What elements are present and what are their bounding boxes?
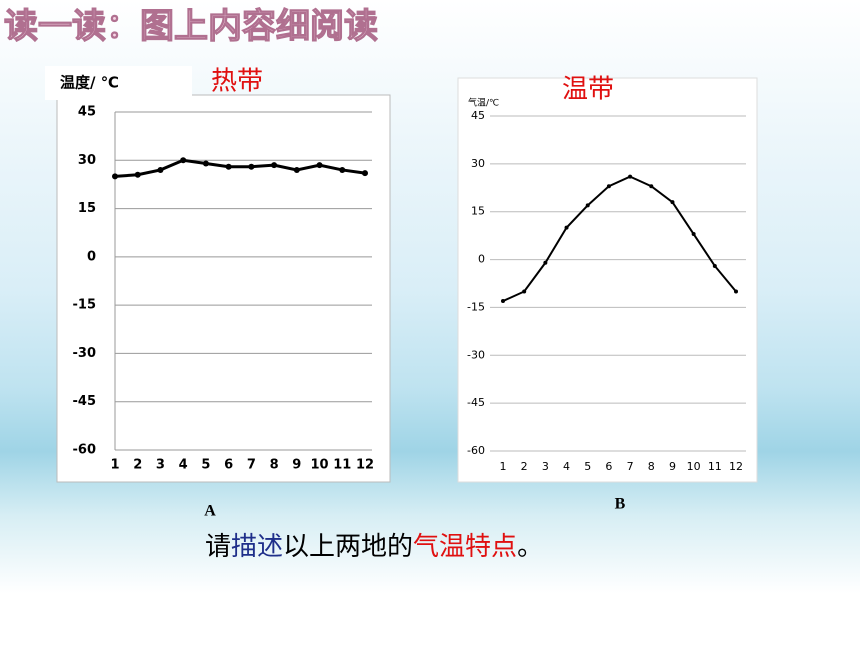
y-tick-label: -15 xyxy=(73,298,97,313)
question-segment: 请 xyxy=(205,532,231,562)
data-point xyxy=(606,184,611,189)
data-point xyxy=(670,200,675,205)
y-tick-label: -30 xyxy=(467,348,485,361)
data-point xyxy=(293,166,300,173)
data-point xyxy=(585,203,590,208)
question-text: 请描述以上两地的气温特点。 xyxy=(205,532,543,562)
question: 请描述以上两地的气温特点。 xyxy=(205,532,543,562)
x-tick-label: 6 xyxy=(224,458,233,473)
question-segment: 以上两地的 xyxy=(283,532,413,562)
chart-frame xyxy=(457,77,758,483)
x-tick-label: 12 xyxy=(729,460,743,473)
chart-label: B xyxy=(615,496,626,513)
data-point xyxy=(543,260,548,265)
y-tick-label: -60 xyxy=(467,444,485,457)
x-tick-label: 1 xyxy=(110,458,119,473)
x-tick-label: 11 xyxy=(708,460,722,473)
y-axis-label: 气温/℃ xyxy=(468,97,499,109)
data-point xyxy=(501,299,505,304)
data-point xyxy=(734,289,738,294)
data-point xyxy=(339,166,346,173)
x-tick-label: 10 xyxy=(310,458,328,473)
chart-title: 温带 xyxy=(562,75,614,105)
x-tick-label: 10 xyxy=(687,460,701,473)
x-tick-label: 1 xyxy=(500,460,507,473)
x-tick-label: 5 xyxy=(584,460,591,473)
slide-title: 读一读：图上内容细阅读 xyxy=(4,7,378,47)
y-tick-label: 15 xyxy=(471,205,485,218)
data-point xyxy=(225,163,232,170)
x-tick-label: 5 xyxy=(201,458,210,473)
y-tick-label: 45 xyxy=(471,109,485,122)
data-line xyxy=(502,175,737,302)
x-tick-label: 3 xyxy=(156,458,165,473)
y-tick-label: -45 xyxy=(467,396,485,409)
data-point xyxy=(271,162,278,169)
data-point xyxy=(316,162,323,169)
data-point xyxy=(134,171,141,178)
x-tick-label: 11 xyxy=(333,458,351,473)
y-axis-label: 温度/ ℃ xyxy=(60,74,119,92)
data-point xyxy=(202,160,209,167)
data-point xyxy=(248,163,255,170)
y-tick-label: 15 xyxy=(78,201,96,216)
x-tick-label: 2 xyxy=(521,460,528,473)
question-segment: 气温特点 xyxy=(413,532,517,562)
data-point xyxy=(180,157,187,164)
chart-label: A xyxy=(204,503,216,520)
data-point xyxy=(157,166,164,173)
y-tick-label: -15 xyxy=(467,300,485,313)
x-tick-label: 8 xyxy=(648,460,655,473)
x-tick-label: 12 xyxy=(356,458,374,473)
data-point xyxy=(522,289,527,294)
data-point xyxy=(362,170,368,177)
x-tick-label: 7 xyxy=(247,458,256,473)
y-tick-label: 30 xyxy=(78,153,96,168)
y-tick-label: 30 xyxy=(471,157,485,170)
x-tick-label: 3 xyxy=(542,460,549,473)
chart-frame xyxy=(56,94,391,483)
x-tick-label: 4 xyxy=(179,458,188,473)
y-tick-label: 0 xyxy=(87,249,96,264)
data-point xyxy=(712,263,717,268)
x-tick-label: 4 xyxy=(563,460,570,473)
y-tick-label: 45 xyxy=(78,105,96,120)
x-tick-label: 9 xyxy=(669,460,676,473)
x-tick-label: 9 xyxy=(292,458,301,473)
x-tick-label: 6 xyxy=(605,460,612,473)
chart-title: 热带 xyxy=(211,67,263,97)
data-point xyxy=(649,184,654,189)
y-tick-label: -45 xyxy=(73,394,97,409)
x-tick-label: 2 xyxy=(133,458,142,473)
y-tick-label: -60 xyxy=(73,443,97,458)
y-tick-label: -30 xyxy=(73,346,97,361)
data-line xyxy=(114,158,366,178)
x-tick-label: 8 xyxy=(270,458,279,473)
data-point xyxy=(628,174,633,179)
question-segment: 描述 xyxy=(231,532,283,562)
data-point xyxy=(691,232,696,237)
question-segment: 。 xyxy=(517,532,543,562)
data-point xyxy=(564,225,569,230)
x-tick-label: 7 xyxy=(627,460,634,473)
ylabel-box xyxy=(45,66,192,100)
y-tick-label: 0 xyxy=(478,253,485,266)
data-point xyxy=(112,173,118,180)
